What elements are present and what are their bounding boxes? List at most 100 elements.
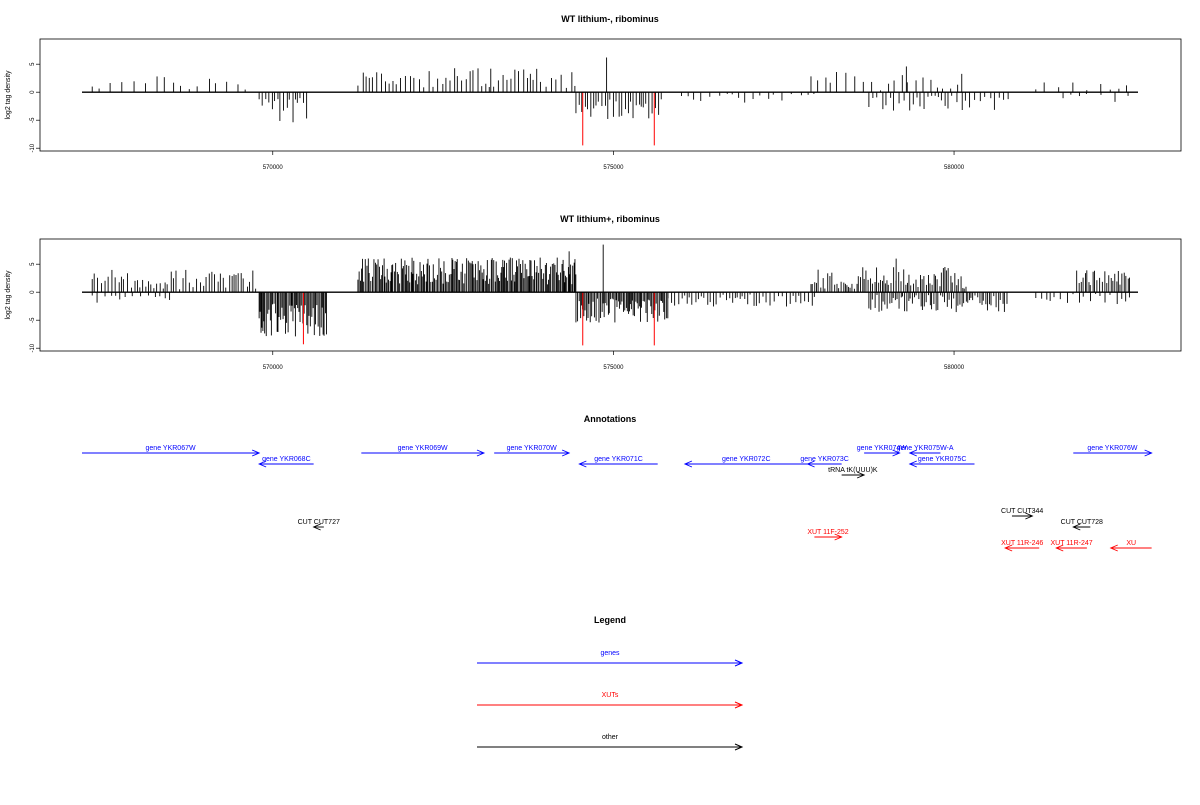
feature-label: gene YKR069W xyxy=(398,445,448,452)
annotation-feature: gene YKR074W xyxy=(857,445,907,457)
y-tick-label: -5 xyxy=(30,317,36,323)
x-tick-label: 575000 xyxy=(603,365,624,371)
bars-group xyxy=(91,57,1129,146)
panel-lithium-minus: WT lithium-, ribominus log2 tag density … xyxy=(5,14,1182,171)
annotation-feature: gene YKR075C xyxy=(908,456,975,468)
legend-arrowhead xyxy=(734,659,744,667)
y-tick-label: 5 xyxy=(30,62,36,66)
annotation-feature: tRNA tK(UUU)K xyxy=(828,467,878,479)
x-tick-label: 575000 xyxy=(603,165,624,171)
feature-label: tRNA tK(UUU)K xyxy=(828,467,878,474)
feature-label: XUT 11R-246 xyxy=(1001,540,1043,547)
legend-label: genes xyxy=(600,650,620,657)
annotation-feature: gene YKR076W xyxy=(1073,445,1153,457)
feature-label: XUT 11F-252 xyxy=(807,529,848,536)
feature-label: gene YKR076W xyxy=(1087,445,1137,452)
feature-arrowhead xyxy=(892,449,901,457)
y-axis-label: log2 tag density xyxy=(5,70,12,120)
feature-label: XUT 11R-247 xyxy=(1050,540,1092,547)
annotation-feature: CUT CUT728 xyxy=(1061,519,1103,531)
annotation-feature: gene YKR071C xyxy=(578,456,658,468)
legend-title: Legend xyxy=(594,615,626,625)
feature-label: CUT CUT727 xyxy=(298,519,340,526)
y-axis-label: log2 tag density xyxy=(5,270,12,320)
feature-arrowhead xyxy=(257,460,267,468)
annotation-features: gene YKR067W gene YKR068C gene YKR069W gene… xyxy=(82,445,1153,552)
legend-item-genes: genes xyxy=(477,650,744,667)
y-tick-label: 0 xyxy=(30,290,36,294)
y-tick-label: -5 xyxy=(30,117,36,123)
annotation-feature: XUT 11F-252 xyxy=(807,529,849,541)
axes-group: -10 -5 0 5 570000 575000 580000 xyxy=(30,62,1138,171)
annotation-feature: gene YKR067W xyxy=(82,445,261,457)
feature-label: gene YKR071C xyxy=(594,456,643,463)
y-tick-label: -10 xyxy=(30,143,36,152)
feature-label: CUT CUT728 xyxy=(1061,519,1103,526)
panel-lithium-plus: WT lithium+, ribominus log2 tag density … xyxy=(5,214,1182,371)
x-tick-label: 570000 xyxy=(263,365,284,371)
y-tick-label: -10 xyxy=(30,343,36,352)
annotation-feature: CUT CUT344 xyxy=(1001,508,1043,520)
feature-label: CUT CUT344 xyxy=(1001,508,1043,515)
feature-arrowhead xyxy=(476,449,486,457)
legend-item-xuts: XUTs xyxy=(477,692,744,709)
annotation-feature: gene YKR075W-A xyxy=(897,445,954,457)
feature-arrowhead xyxy=(908,460,917,468)
feature-label: gene YKR073C xyxy=(800,456,849,463)
feature-arrowhead xyxy=(683,460,693,468)
feature-label: gene YKR070W xyxy=(507,445,557,452)
feature-label: gene YKR072C xyxy=(722,456,771,463)
annotation-feature: gene YKR073C xyxy=(800,456,849,468)
feature-arrowhead xyxy=(578,460,587,468)
annotation-feature: gene YKR070W xyxy=(494,445,571,457)
feature-arrowhead xyxy=(1144,449,1153,457)
feature-arrowhead xyxy=(1025,512,1034,520)
legend-label: XUTs xyxy=(602,692,619,699)
panel-title: WT lithium+, ribominus xyxy=(560,214,660,224)
feature-arrowhead xyxy=(251,449,261,457)
plot-frame xyxy=(39,238,1182,352)
legend-arrowhead xyxy=(734,743,744,751)
feature-label: gene YKR074W xyxy=(857,445,907,452)
annotation-feature: XUT 11R-246 xyxy=(1001,540,1043,552)
plot-frame xyxy=(39,38,1182,152)
panel-title: WT lithium-, ribominus xyxy=(561,14,659,24)
feature-arrowhead xyxy=(561,449,571,457)
feature-arrowhead xyxy=(312,523,321,531)
annotation-feature: gene YKR072C xyxy=(683,456,808,468)
feature-arrowhead xyxy=(908,449,917,457)
annotation-feature: XUT 11R-247 xyxy=(1050,540,1093,552)
legend-item-other: other xyxy=(477,734,744,751)
axes-group: -10 -5 0 5 570000 575000 580000 xyxy=(30,262,1138,371)
feature-label: gene YKR075C xyxy=(918,456,967,463)
feature-arrowhead xyxy=(856,471,866,479)
x-tick-label: 570000 xyxy=(263,165,284,171)
annotations-title: Annotations xyxy=(584,414,637,424)
feature-arrowhead xyxy=(1004,544,1013,552)
x-tick-label: 580000 xyxy=(944,365,965,371)
feature-label: gene YKR075W-A xyxy=(897,445,954,452)
y-tick-label: 0 xyxy=(30,90,36,94)
y-tick-label: 5 xyxy=(30,262,36,266)
annotation-feature: CUT CUT727 xyxy=(298,519,340,531)
annotation-feature: gene YKR069W xyxy=(361,445,486,457)
bars-group xyxy=(91,244,1130,346)
feature-arrowhead xyxy=(1072,523,1081,531)
feature-arrowhead xyxy=(1109,544,1118,552)
feature-arrowhead xyxy=(806,460,815,468)
legend-arrowhead xyxy=(734,701,744,709)
feature-arrowhead xyxy=(834,533,843,541)
x-tick-label: 580000 xyxy=(944,165,965,171)
legend-items: genes XUTs other xyxy=(477,650,744,751)
feature-label: gene YKR067W xyxy=(146,445,196,452)
annotation-feature: gene YKR068C xyxy=(257,456,314,468)
feature-label: gene YKR068C xyxy=(262,456,311,463)
annotation-feature: XU xyxy=(1109,540,1152,552)
feature-label: XU xyxy=(1126,540,1136,547)
feature-arrowhead xyxy=(1055,544,1064,552)
legend: Legend genes XUTs other xyxy=(477,615,744,751)
legend-label: other xyxy=(602,734,619,741)
